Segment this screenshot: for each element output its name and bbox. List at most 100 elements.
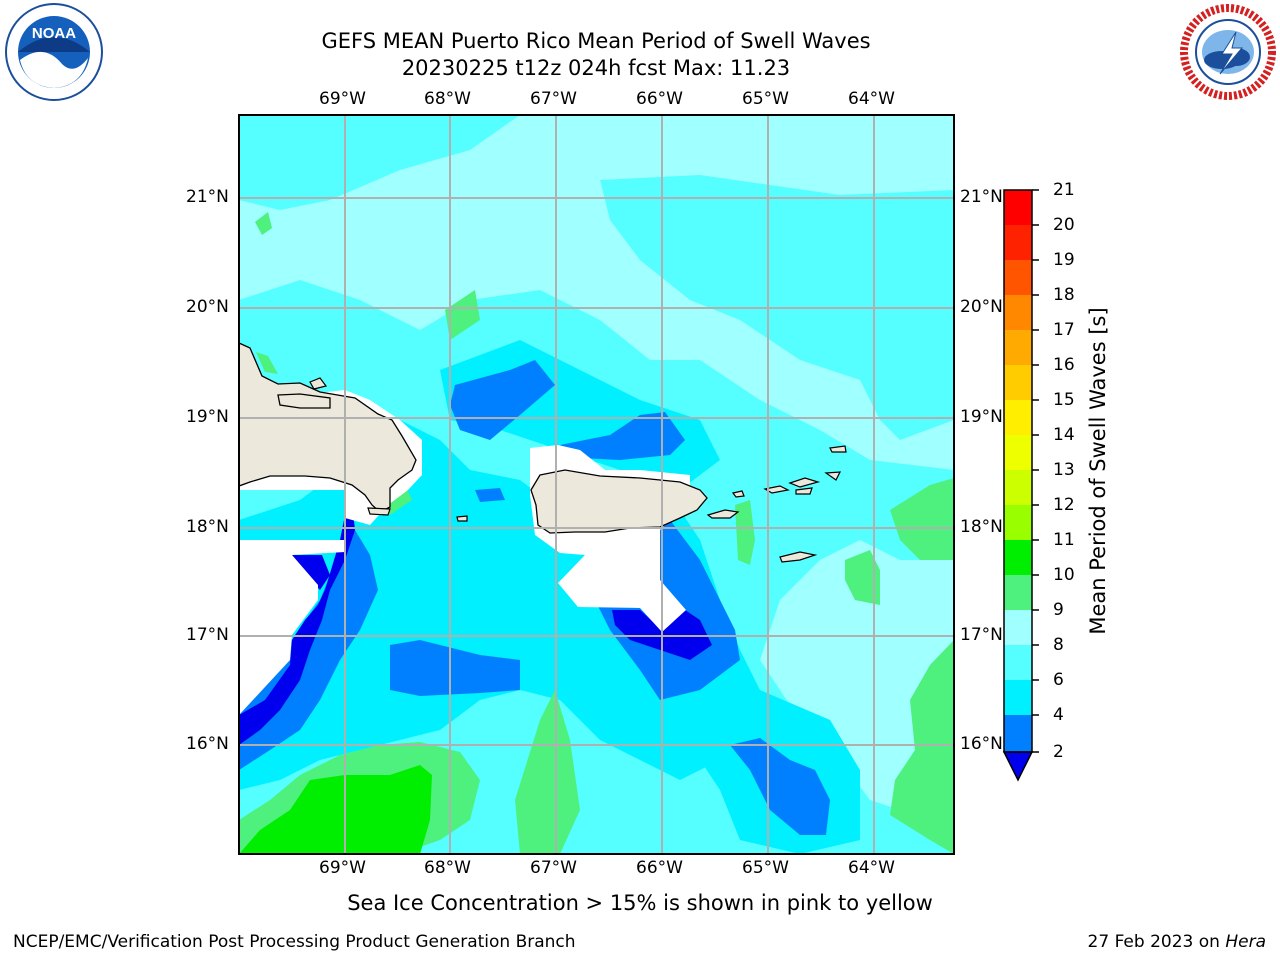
lat-label-right: 20°N [960,297,1003,317]
colorbar-frame [1003,189,1033,753]
colorbar-tick-label: 8 [1053,635,1064,655]
island [788,477,821,488]
lon-label-top: 68°W [424,89,471,109]
colorbar-tick-label: 12 [1053,495,1075,515]
period-2-4-region [475,488,505,502]
lat-label-right: 21°N [960,187,1003,207]
colorbar-tick-label: 16 [1053,355,1075,375]
period-9-10-region [890,640,954,854]
map-field [239,115,954,854]
period-9-10-region [255,212,272,235]
colorbar-extend-arrow [1002,751,1034,782]
colorbar-tick-label: 14 [1053,425,1075,445]
colorbar [1002,189,1039,782]
lon-label-bottom: 64°W [848,858,895,878]
colorbar-tick-label: 20 [1053,215,1075,235]
island [309,377,328,390]
colorbar-swatch [1004,540,1032,575]
period-2-4-region [390,640,520,696]
colorbar-swatch [1004,680,1032,715]
colorbar-swatch [1004,260,1032,295]
colorbar-swatch [1004,330,1032,365]
period-9-10-region [890,478,954,560]
lat-label-left: 17°N [186,625,229,645]
sea-ice-note: Sea Ice Concentration > 15% is shown in … [347,891,933,915]
colorbar-tick-label: 9 [1053,600,1064,620]
lat-label-right: 16°N [960,734,1003,754]
period-2-4-region [730,738,830,835]
hispaniola-land [277,393,331,409]
footer-date-text: 27 Feb 2023 on [1087,932,1226,952]
colorbar-swatch [1004,715,1032,752]
lat-label-right: 19°N [960,407,1003,427]
lon-label-top: 66°W [636,89,683,109]
lon-label-top: 64°W [848,89,895,109]
island [795,487,813,495]
island [824,471,842,481]
lat-label-left: 16°N [186,734,229,754]
colorbar-swatch [1004,295,1032,330]
island [763,485,790,494]
colorbar-title: Mean Period of Swell Waves [s] [1086,307,1110,635]
period-0-2-region [292,555,330,590]
colorbar-swatch [1004,190,1032,225]
lon-label-bottom: 66°W [636,858,683,878]
colorbar-tick-label: 19 [1053,250,1075,270]
chart-subtitle: 20230225 t12z 024h fcst Max: 11.23 [401,56,791,80]
lon-label-top: 67°W [530,89,577,109]
colorbar-tick-label: 13 [1053,460,1075,480]
period-9-10-region [515,690,580,854]
lat-label-right: 17°N [960,625,1003,645]
missing-data-region [239,540,345,715]
island [456,515,468,522]
period-9-10-region [256,352,278,374]
lon-label-top: 65°W [742,89,789,109]
lon-label-bottom: 67°W [530,858,577,878]
colorbar-tick-label: 15 [1053,390,1075,410]
lon-label-bottom: 69°W [319,858,366,878]
colorbar-tick-label: 11 [1053,530,1075,550]
colorbar-swatch [1004,575,1032,610]
colorbar-swatch [1004,645,1032,680]
noaa-logo: NOAA [5,3,103,101]
colorbar-tick-label: 18 [1053,285,1075,305]
colorbar-tick-label: 10 [1053,565,1075,585]
period-2-4-region [560,412,685,460]
period-2-4-region [450,360,555,440]
island [706,509,740,519]
noaa-logo-text: NOAA [32,25,76,42]
lon-label-bottom: 65°W [742,858,789,878]
colorbar-tick-label: 4 [1053,705,1064,725]
lat-label-left: 18°N [186,517,229,537]
lon-label-bottom: 68°W [424,858,471,878]
chart-title: GEFS MEAN Puerto Rico Mean Period of Swe… [321,29,871,53]
colorbar-swatch [1004,610,1032,645]
lat-label-right: 18°N [960,517,1003,537]
colorbar-swatch [1004,400,1032,435]
map-frame [238,114,955,855]
footer-date: 27 Feb 2023 on Hera [1088,932,1266,952]
lon-label-top: 69°W [319,89,366,109]
period-9-10-region [845,550,880,605]
colorbar-swatch [1004,505,1032,540]
lat-label-left: 21°N [186,187,229,207]
colorbar-tick-label: 17 [1053,320,1075,340]
lat-label-left: 19°N [186,407,229,427]
graticule [239,115,954,854]
nws-logo [1180,4,1276,100]
colorbar-swatch [1004,435,1032,470]
lat-label-left: 20°N [186,297,229,317]
period-9-10-region [735,500,755,565]
colorbar-tick-label: 6 [1053,670,1064,690]
period-9-10-region [445,290,480,340]
colorbar-swatch [1004,365,1032,400]
island [829,445,847,453]
period-10-11-region [239,765,432,854]
colorbar-tick-label: 2 [1053,742,1064,762]
colorbar-swatch [1004,470,1032,505]
island [731,490,745,498]
hispaniola-land [239,342,417,513]
colorbar-tick-label: 21 [1053,180,1075,200]
colorbar-swatch [1004,225,1032,260]
